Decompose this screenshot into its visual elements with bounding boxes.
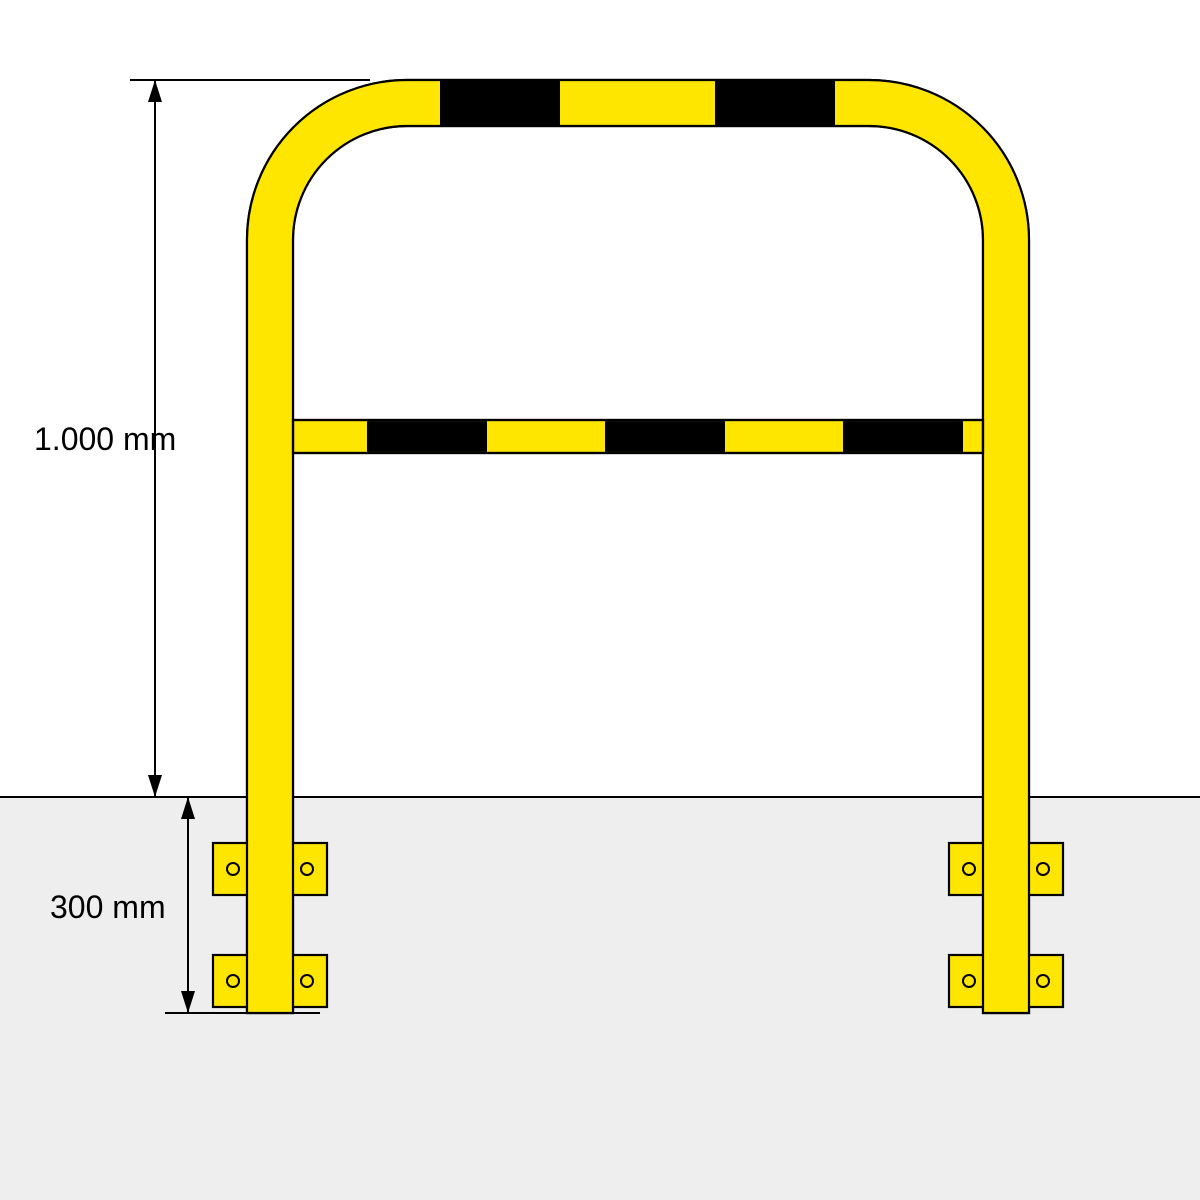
mount-hole-right-0-inner	[1037, 863, 1049, 875]
mount-hole-left-0-outer	[227, 863, 239, 875]
dim1-label: 1.000 mm	[34, 421, 176, 457]
crossbar-stripe-0	[367, 421, 487, 452]
mount-hole-right-0-outer	[963, 863, 975, 875]
mount-hole-right-1-outer	[963, 975, 975, 987]
crossbar-stripe-1	[605, 421, 725, 452]
arrowhead-down	[148, 775, 162, 797]
mount-hole-left-0-inner	[301, 863, 313, 875]
arrowhead-up	[148, 80, 162, 102]
mount-hole-left-1-inner	[301, 975, 313, 987]
mount-hole-left-1-outer	[227, 975, 239, 987]
mount-hole-right-1-inner	[1037, 975, 1049, 987]
dim2-label: 300 mm	[50, 889, 166, 925]
crossbar-stripe-2	[843, 421, 963, 452]
technical-diagram: 1.000 mm 300 mm	[0, 0, 1200, 1200]
